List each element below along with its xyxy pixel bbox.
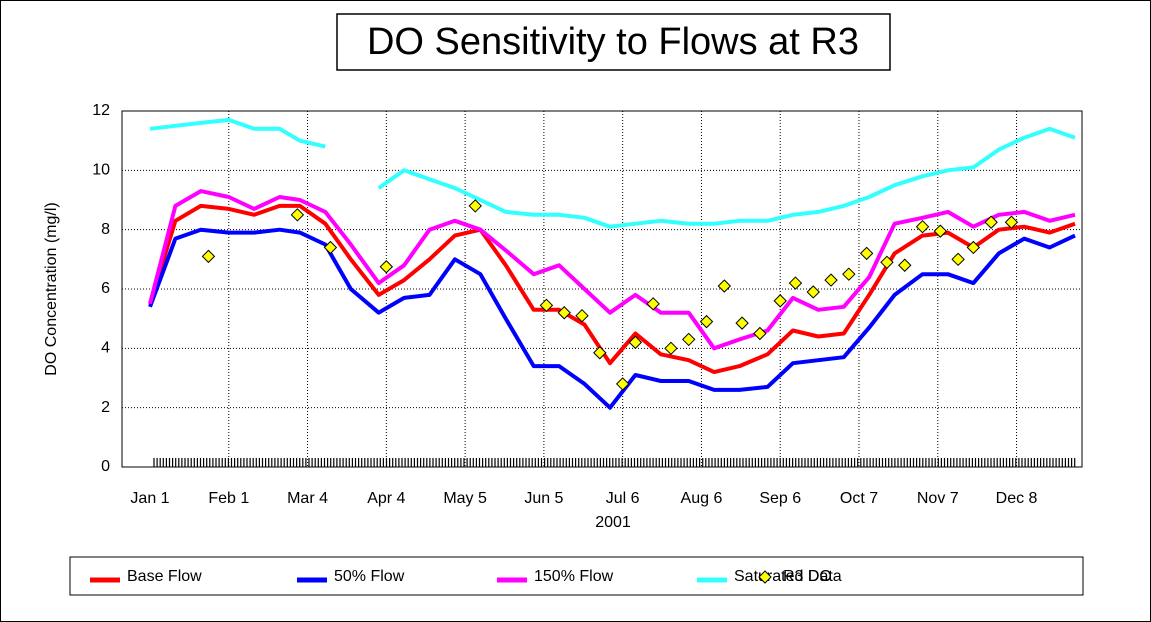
scatter-point [951, 252, 965, 267]
y-tick-label: 4 [101, 340, 110, 357]
scatter-point [717, 279, 732, 293]
legend [69, 556, 1084, 596]
x-tick-label: Nov 7 [917, 490, 959, 507]
scatter-point [468, 199, 482, 213]
scatter-point [646, 297, 660, 311]
y-tick-label: 12 [92, 102, 110, 119]
scatter-point [323, 240, 338, 255]
scatter-point [915, 219, 930, 234]
title-box [336, 13, 891, 71]
scatter-point [628, 335, 643, 350]
x-tick-label: Aug 6 [681, 490, 723, 507]
scatter-point [842, 267, 856, 281]
x-tick-label: Apr 4 [367, 490, 405, 507]
chart-title: DO Sensitivity to Flows at R3 [367, 21, 859, 63]
scatter-point [859, 246, 874, 261]
scatter-point [966, 240, 981, 255]
scatter-point [735, 316, 749, 330]
legend-label: R3 Data [783, 568, 842, 585]
line-series [148, 203, 1076, 375]
scatter-point [699, 314, 714, 329]
line-series [149, 117, 1076, 229]
scatter-point [290, 208, 305, 222]
scatter-point [557, 306, 571, 320]
x-tick-label: Jul 6 [606, 490, 640, 507]
scatter-point [788, 276, 803, 290]
legend-marker [758, 570, 772, 584]
legend-label: 50% Flow [334, 568, 405, 585]
scatter-point [898, 258, 912, 272]
scatter-point [379, 260, 394, 274]
y-tick-label: 2 [101, 399, 110, 416]
scatter-point [539, 298, 554, 313]
scatter-point [984, 215, 998, 229]
x-tick-label: May 5 [443, 490, 487, 507]
legend-label: Base Flow [127, 568, 202, 585]
x-tick-label: Jan 1 [130, 490, 169, 507]
scatter-point [880, 255, 894, 270]
y-tick-label: 8 [101, 221, 110, 238]
scatter-point [753, 326, 767, 341]
y-tick-label: 6 [101, 280, 110, 297]
scatter-point [682, 332, 696, 347]
scatter-point [615, 377, 630, 391]
legend-label: Saturated DO [734, 568, 832, 585]
x-tick-label: Oct 7 [840, 490, 878, 507]
scatter-point [806, 285, 820, 299]
legend-label: 150% Flow [534, 568, 614, 585]
scatter-point [201, 249, 216, 264]
x-tick-label: Sep 6 [759, 490, 801, 507]
x-tick-label: Jun 5 [524, 490, 563, 507]
scatter-point [933, 224, 948, 238]
y-tick-label: 10 [92, 162, 110, 179]
scatter-point [773, 294, 787, 308]
line-series [148, 227, 1076, 410]
scatter-point [593, 346, 607, 360]
x-tick-label: Mar 4 [287, 490, 328, 507]
scatter-point [575, 308, 589, 323]
scatter-point [664, 341, 678, 356]
y-tick-label: 0 [101, 458, 110, 475]
x-tick-label: Dec 8 [996, 490, 1038, 507]
scatter-point [824, 273, 838, 287]
x-tick-label: Feb 1 [208, 490, 249, 507]
scatter-point [1004, 215, 1019, 229]
x-axis-label: 2001 [595, 514, 631, 531]
y-axis-label: DO Concentration (mg/l) [43, 202, 60, 375]
line-series [148, 189, 1076, 351]
